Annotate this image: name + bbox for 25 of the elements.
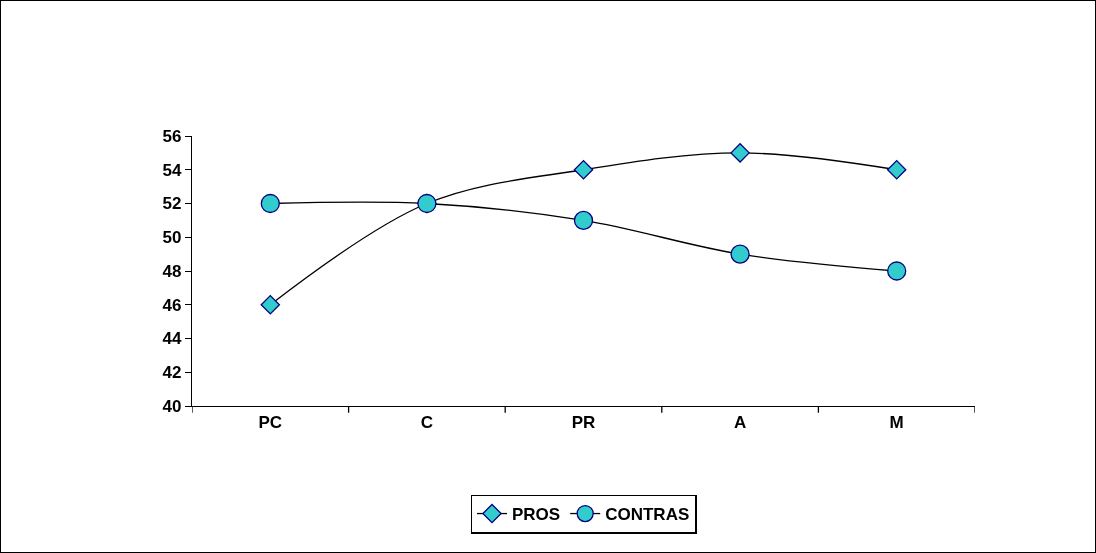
point [730, 244, 750, 264]
y-tick-label: 44 [162, 329, 182, 349]
point [417, 193, 437, 214]
legend-label: PROS [512, 505, 561, 525]
x-tick-label: M [889, 412, 904, 432]
y-tick-label: 42 [162, 363, 182, 383]
y-tick-label: 50 [162, 228, 182, 248]
point [260, 295, 281, 315]
y-tick-label: 46 [162, 295, 182, 315]
y-tick-label: 52 [162, 194, 182, 214]
point [260, 193, 280, 214]
legend-label: CONTRAS [605, 505, 690, 525]
point [886, 160, 907, 180]
point [730, 143, 750, 163]
x-tick-label: PR [571, 412, 596, 432]
y-tick-label: 40 [162, 396, 182, 416]
y-tick-label: 56 [162, 126, 182, 146]
y-tick-label: 48 [162, 261, 182, 281]
point [573, 210, 594, 231]
x-tick-label: PC [258, 412, 283, 432]
point [573, 160, 594, 180]
x-tick-label: C [420, 412, 434, 432]
point [887, 261, 907, 281]
y-tick-label: 54 [162, 160, 182, 180]
x-tick-label: A [733, 412, 747, 432]
